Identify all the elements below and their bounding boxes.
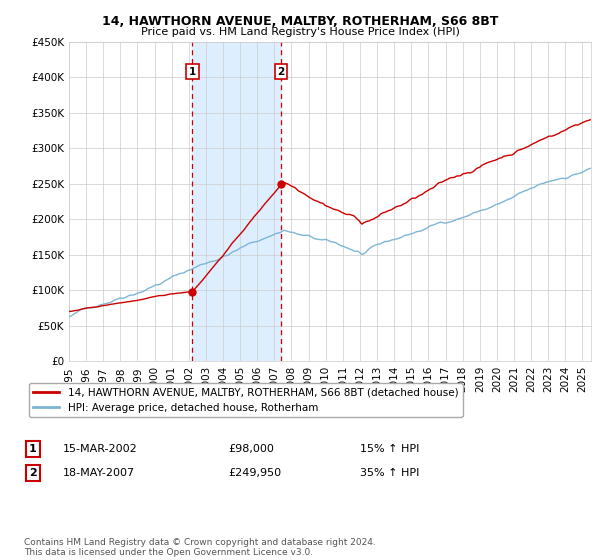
Text: Contains HM Land Registry data © Crown copyright and database right 2024.
This d: Contains HM Land Registry data © Crown c… xyxy=(24,538,376,557)
Text: Price paid vs. HM Land Registry's House Price Index (HPI): Price paid vs. HM Land Registry's House … xyxy=(140,27,460,37)
Text: 35% ↑ HPI: 35% ↑ HPI xyxy=(360,468,419,478)
Text: £249,950: £249,950 xyxy=(228,468,281,478)
Text: 14, HAWTHORN AVENUE, MALTBY, ROTHERHAM, S66 8BT: 14, HAWTHORN AVENUE, MALTBY, ROTHERHAM, … xyxy=(102,15,498,27)
Text: 1: 1 xyxy=(189,67,196,77)
Text: 15-MAR-2002: 15-MAR-2002 xyxy=(63,444,138,454)
Text: £98,000: £98,000 xyxy=(228,444,274,454)
Text: 2: 2 xyxy=(29,468,37,478)
Legend: 14, HAWTHORN AVENUE, MALTBY, ROTHERHAM, S66 8BT (detached house), HPI: Average p: 14, HAWTHORN AVENUE, MALTBY, ROTHERHAM, … xyxy=(29,383,463,417)
Text: 18-MAY-2007: 18-MAY-2007 xyxy=(63,468,135,478)
Text: 15% ↑ HPI: 15% ↑ HPI xyxy=(360,444,419,454)
Text: 2: 2 xyxy=(277,67,284,77)
Bar xyxy=(193,42,281,361)
Text: 1: 1 xyxy=(29,444,37,454)
